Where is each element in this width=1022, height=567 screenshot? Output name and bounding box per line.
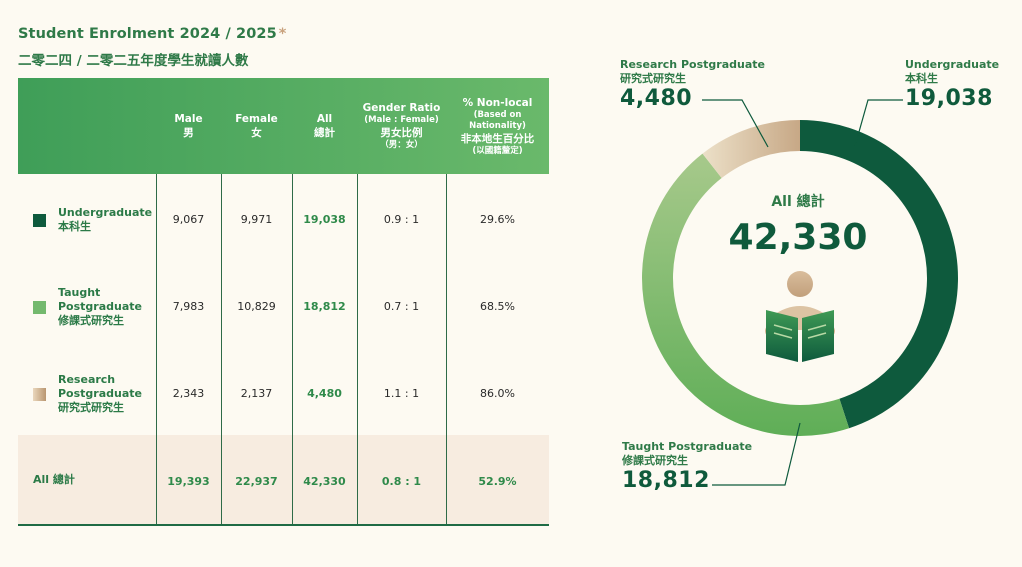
- table-cell: 9,971: [240, 212, 273, 226]
- page-title: Student Enrolment 2024 / 2025 *: [18, 26, 287, 42]
- callout-value: 19,038: [905, 86, 993, 111]
- table-cell: 9,067: [172, 212, 205, 226]
- table-cell: 7,983: [172, 299, 205, 313]
- legend-swatch: [33, 387, 46, 401]
- page-title-zh: 二零二四 / 二零二五年度學生就讀人數: [18, 53, 249, 69]
- legend-swatch: [33, 213, 46, 227]
- table-cell: 86.0%: [480, 386, 515, 400]
- row-label-undergraduate: Undergraduate 本科生: [33, 202, 152, 238]
- total-row-background: [18, 435, 549, 524]
- slice-undergraduate: [800, 120, 958, 429]
- title-block: Student Enrolment 2024 / 2025 * 二零二四 / 二零…: [18, 26, 286, 69]
- title-asterisk: *: [278, 26, 287, 42]
- callout-undergraduate: Undergraduate 本科生 19,038: [905, 58, 1000, 111]
- table-cell: 52.9%: [478, 474, 517, 488]
- header-non-local: % Non-local (Based on Nationality) 非本地生百…: [460, 96, 535, 156]
- total-row-label: All 總計: [33, 473, 75, 486]
- table-cell: 19,393: [167, 474, 210, 488]
- callout-value: 4,480: [620, 86, 693, 111]
- center-total: 42,330: [729, 217, 868, 258]
- table-cell: 68.5%: [480, 299, 515, 313]
- table-cell: 4,480: [307, 386, 342, 400]
- leader-line-taught: [712, 422, 801, 486]
- enrolment-table: Male 男 Female 女 All 總計 Gender Ratio (Male :…: [18, 78, 549, 526]
- callout-taught-postgraduate: Taught Postgraduate 修課式研究生 18,812: [622, 440, 753, 493]
- column-divider: [357, 174, 358, 524]
- table-cell: 0.9 : 1: [383, 212, 420, 226]
- slice-research-postgraduate: [702, 120, 800, 179]
- column-divider: [446, 174, 447, 524]
- table-cell: 0.8 : 1: [381, 474, 422, 488]
- header-gender-ratio: Gender Ratio (Male : Female) 男女比例 （男：女）: [362, 102, 441, 150]
- table-cell: 2,343: [172, 386, 205, 400]
- student-reading-icon: [765, 271, 835, 362]
- table-cell: 18,812: [303, 299, 346, 313]
- table-cell: 29.6%: [480, 212, 515, 226]
- header-female: Female 女: [235, 113, 278, 139]
- table-cell: 1.1 : 1: [383, 386, 420, 400]
- table-cell: 22,937: [235, 474, 278, 488]
- callout-research-postgraduate: Research Postgraduate 研究式研究生 4,480: [620, 58, 765, 111]
- table-bottom-rule: [18, 524, 549, 526]
- column-divider: [292, 174, 293, 524]
- header-all: All 總計: [314, 113, 335, 139]
- callout-value: 18,812: [622, 468, 710, 493]
- row-label-research-postgraduate: Research Postgraduate 研究式研究生: [33, 370, 142, 418]
- table-cell: 10,829: [237, 299, 276, 313]
- row-label-taught-postgraduate: Taught Postgraduate 修課式研究生: [33, 283, 142, 331]
- leader-line-research: [702, 99, 769, 148]
- table-cell: 0.7 : 1: [383, 299, 420, 313]
- legend-swatch: [33, 300, 46, 314]
- slice-taught-postgraduate: [641, 153, 850, 436]
- header-male: Male 男: [174, 113, 203, 139]
- table-cell: 19,038: [303, 212, 346, 226]
- table-cell: 42,330: [303, 474, 346, 488]
- table-header: [18, 78, 549, 174]
- center-title: All 總計: [771, 193, 824, 210]
- column-divider: [156, 174, 157, 524]
- leader-line-undergraduate: [854, 99, 903, 147]
- column-divider: [221, 174, 222, 524]
- table-cell: 2,137: [240, 386, 273, 400]
